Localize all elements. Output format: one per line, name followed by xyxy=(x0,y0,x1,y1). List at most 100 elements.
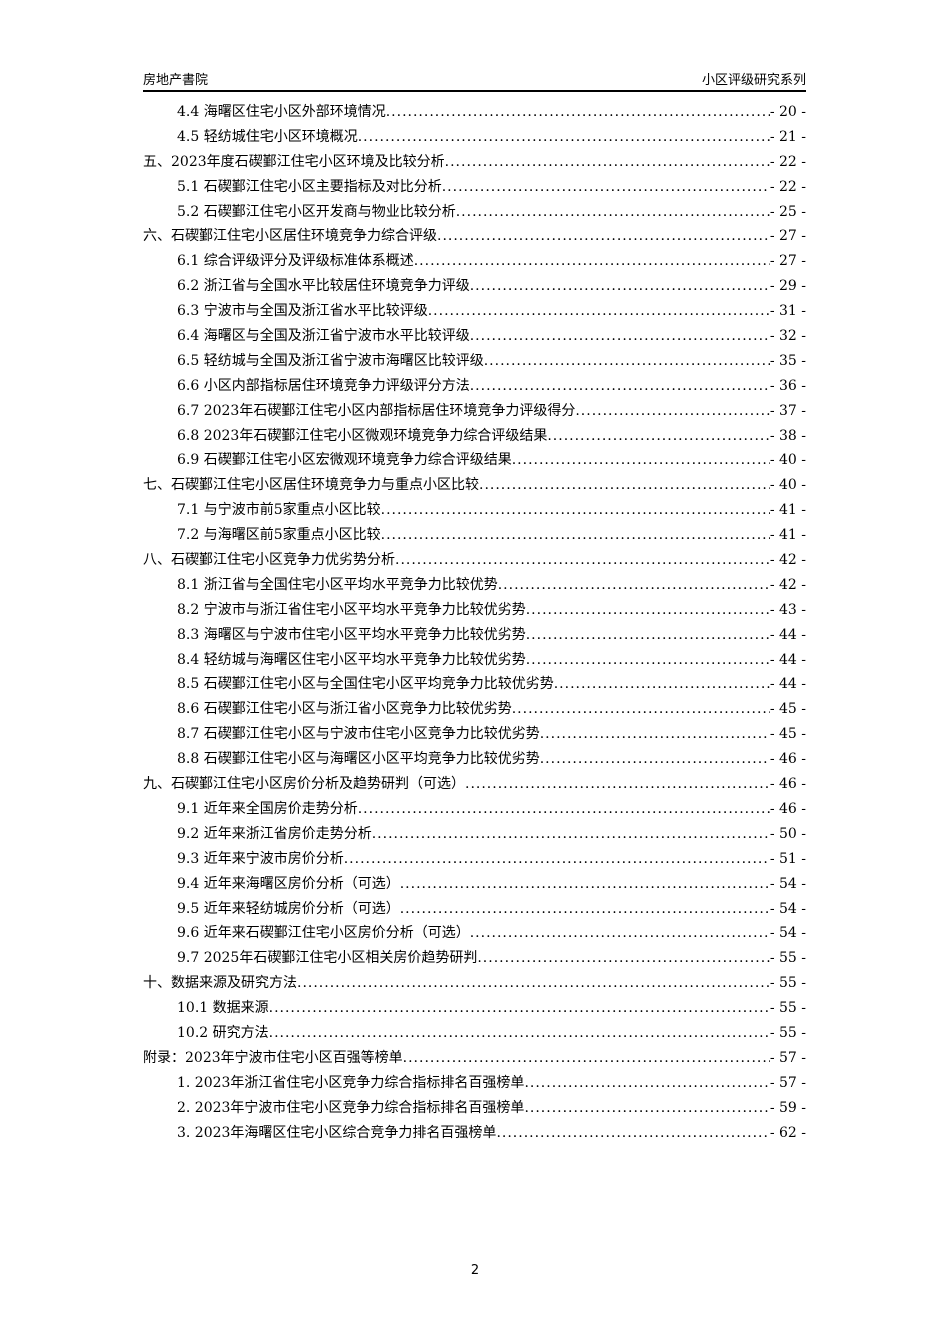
toc-leader-dots xyxy=(269,1021,770,1046)
toc-entry-title: 9.3 近年来宁波市房价分析 xyxy=(177,850,344,867)
toc-entry-page: - 51 - xyxy=(769,850,806,867)
toc-entry-page: - 27 - xyxy=(769,228,806,245)
toc-entry[interactable]: 7.1 与宁波市前5家重点小区比较 - 41 - xyxy=(143,498,806,523)
toc-entry-page: - 55 - xyxy=(769,1000,806,1017)
toc-entry[interactable]: 6.2 浙江省与全国水平比较居住环境竞争力评级 - 29 - xyxy=(143,274,806,299)
toc-leader-dots xyxy=(547,424,769,449)
toc-entry[interactable]: 8.7 石碶鄞江住宅小区与宁波市住宅小区竞争力比较优劣势 - 45 - xyxy=(143,722,806,747)
toc-entry-page: - 44 - xyxy=(769,676,806,693)
toc-entry-title: 10.1 数据来源 xyxy=(177,1000,269,1017)
toc-entry-title: 9.4 近年来海曙区房价分析（可选） xyxy=(177,875,400,892)
toc-entry-title: 10.2 研究方法 xyxy=(177,1024,269,1041)
toc-entry-title: 8.7 石碶鄞江住宅小区与宁波市住宅小区竞争力比较优劣势 xyxy=(177,726,540,743)
toc-entry[interactable]: 6.8 2023年石碶鄞江住宅小区微观环境竞争力综合评级结果 - 38 - xyxy=(143,424,806,449)
toc-entry-page: - 22 - xyxy=(769,153,806,170)
toc-entry-title: 8.5 石碶鄞江住宅小区与全国住宅小区平均竞争力比较优劣势 xyxy=(177,676,554,693)
toc-entry[interactable]: 9.1 近年来全国房价走势分析 - 46 - xyxy=(143,797,806,822)
toc-entry-page: - 37 - xyxy=(769,402,806,419)
toc-entry-title: 1. 2023年浙江省住宅小区竞争力综合指标排名百强榜单 xyxy=(177,1074,525,1091)
toc-entry[interactable]: 8.1 浙江省与全国住宅小区平均水平竞争力比较优势 - 42 - xyxy=(143,573,806,598)
toc-entry-page: - 46 - xyxy=(769,751,806,768)
toc-entry[interactable]: 8.3 海曙区与宁波市住宅小区平均水平竞争力比较优劣势 - 44 - xyxy=(143,623,806,648)
toc-entry-title: 8.1 浙江省与全国住宅小区平均水平竞争力比较优势 xyxy=(177,576,498,593)
toc-entry[interactable]: 7.2 与海曙区前5家重点小区比较 - 41 - xyxy=(143,523,806,548)
toc-entry[interactable]: 六、石碶鄞江住宅小区居住环境竞争力综合评级 - 27 - xyxy=(143,224,806,249)
toc-entry[interactable]: 附录：2023年宁波市住宅小区百强等榜单 - 57 - xyxy=(143,1046,806,1071)
toc-entry[interactable]: 9.3 近年来宁波市房价分析 - 51 - xyxy=(143,847,806,872)
toc-entry-page: - 42 - xyxy=(769,552,806,569)
toc-entry-page: - 41 - xyxy=(769,527,806,544)
toc-leader-dots xyxy=(358,125,770,150)
toc-entry-title: 9.1 近年来全国房价走势分析 xyxy=(177,800,358,817)
toc-entry[interactable]: 1. 2023年浙江省住宅小区竞争力综合指标排名百强榜单 - 57 - xyxy=(143,1071,806,1096)
toc-entry-title: 8.2 宁波市与浙江省住宅小区平均水平竞争力比较优劣势 xyxy=(177,601,526,618)
toc-entry[interactable]: 10.2 研究方法 - 55 - xyxy=(143,1021,806,1046)
toc-entry-page: - 29 - xyxy=(769,278,806,295)
toc-entry[interactable]: 6.9 石碶鄞江住宅小区宏微观环境竞争力综合评级结果 - 40 - xyxy=(143,448,806,473)
toc-entry-page: - 57 - xyxy=(769,1049,806,1066)
toc-entry[interactable]: 10.1 数据来源 - 55 - xyxy=(143,996,806,1021)
toc-entry-page: - 55 - xyxy=(769,975,806,992)
toc-leader-dots xyxy=(477,946,769,971)
toc-entry[interactable]: 3. 2023年海曙区住宅小区综合竞争力排名百强榜单 - 62 - xyxy=(143,1121,806,1146)
toc-entry[interactable]: 6.3 宁波市与全国及浙江省水平比较评级 - 31 - xyxy=(143,299,806,324)
toc-entry[interactable]: 9.4 近年来海曙区房价分析（可选） - 54 - xyxy=(143,872,806,897)
toc-entry[interactable]: 8.4 轻纺城与海曙区住宅小区平均水平竞争力比较优劣势 - 44 - xyxy=(143,648,806,673)
toc-leader-dots xyxy=(554,672,770,697)
toc-entry-title: 6.4 海曙区与全国及浙江省宁波市水平比较评级 xyxy=(177,328,470,345)
toc-entry[interactable]: 五、2023年度石碶鄞江住宅小区环境及比较分析 - 22 - xyxy=(143,150,806,175)
toc-entry-title: 7.1 与宁波市前5家重点小区比较 xyxy=(177,502,381,519)
toc-entry-page: - 32 - xyxy=(769,328,806,345)
toc-entry[interactable]: 6.7 2023年石碶鄞江住宅小区内部指标居住环境竞争力评级得分 - 37 - xyxy=(143,399,806,424)
toc-entry-page: - 20 - xyxy=(769,104,806,120)
toc-entry[interactable]: 6.4 海曙区与全国及浙江省宁波市水平比较评级 - 32 - xyxy=(143,324,806,349)
toc-entry[interactable]: 4.4 海曙区住宅小区外部环境情况 - 20 - xyxy=(143,100,806,125)
toc-entry[interactable]: 2. 2023年宁波市住宅小区竞争力综合指标排名百强榜单 - 59 - xyxy=(143,1096,806,1121)
toc-entry-title: 4.5 轻纺城住宅小区环境概况 xyxy=(177,128,358,145)
toc-entry[interactable]: 8.2 宁波市与浙江省住宅小区平均水平竞争力比较优劣势 - 43 - xyxy=(143,598,806,623)
toc-entry-title: 5.2 石碶鄞江住宅小区开发商与物业比较分析 xyxy=(177,203,456,220)
toc-entry[interactable]: 8.6 石碶鄞江住宅小区与浙江省小区竞争力比较优劣势 - 45 - xyxy=(143,697,806,722)
toc-entry[interactable]: 九、石碶鄞江住宅小区房价分析及趋势研判（可选） - 46 - xyxy=(143,772,806,797)
toc-leader-dots xyxy=(381,523,770,548)
toc-entry-page: - 35 - xyxy=(769,352,806,369)
toc-entry-title: 6.9 石碶鄞江住宅小区宏微观环境竞争力综合评级结果 xyxy=(177,452,512,469)
toc-entry[interactable]: 十、数据来源及研究方法 - 55 - xyxy=(143,971,806,996)
toc-leader-dots xyxy=(403,1046,770,1071)
toc-entry[interactable]: 七、石碶鄞江住宅小区居住环境竞争力与重点小区比较 - 40 - xyxy=(143,473,806,498)
toc-entry-page: - 40 - xyxy=(769,477,806,494)
toc-entry[interactable]: 5.2 石碶鄞江住宅小区开发商与物业比较分析 - 25 - xyxy=(143,200,806,225)
toc-entry[interactable]: 9.5 近年来轻纺城房价分析（可选） - 54 - xyxy=(143,897,806,922)
toc-entry[interactable]: 6.5 轻纺城与全国及浙江省宁波市海曙区比较评级 - 35 - xyxy=(143,349,806,374)
page-number: 2 xyxy=(470,1263,480,1278)
toc-entry-title: 6.8 2023年石碶鄞江住宅小区微观环境竞争力综合评级结果 xyxy=(177,427,548,444)
toc-leader-dots xyxy=(344,847,770,872)
toc-entry[interactable]: 9.6 近年来石碶鄞江住宅小区房价分析（可选） - 54 - xyxy=(143,921,806,946)
toc-entry[interactable]: 9.7 2025年石碶鄞江住宅小区相关房价趋势研判 - 55 - xyxy=(143,946,806,971)
toc-entry-title: 6.7 2023年石碶鄞江住宅小区内部指标居住环境竞争力评级得分 xyxy=(177,402,576,419)
toc-entry[interactable]: 8.8 石碶鄞江住宅小区与海曙区小区平均竞争力比较优劣势 - 46 - xyxy=(143,747,806,772)
toc-entry-page: - 62 - xyxy=(769,1124,806,1141)
toc-entry-page: - 44 - xyxy=(769,651,806,668)
toc-entry[interactable]: 5.1 石碶鄞江住宅小区主要指标及对比分析 - 22 - xyxy=(143,175,806,200)
toc-entry-title: 7.2 与海曙区前5家重点小区比较 xyxy=(177,527,381,544)
toc-entry-title: 附录：2023年宁波市住宅小区百强等榜单 xyxy=(143,1049,403,1066)
toc-leader-dots xyxy=(297,971,770,996)
toc-entry[interactable]: 9.2 近年来浙江省房价走势分析 - 50 - xyxy=(143,822,806,847)
toc-leader-dots xyxy=(358,797,770,822)
toc-entry[interactable]: 八、石碶鄞江住宅小区竞争力优劣势分析 - 42 - xyxy=(143,548,806,573)
toc-entry-title: 5.1 石碶鄞江住宅小区主要指标及对比分析 xyxy=(177,178,442,195)
toc-entry-page: - 46 - xyxy=(769,776,806,793)
toc-entry[interactable]: 6.1 综合评级评分及评级标准体系概述 - 27 - xyxy=(143,249,806,274)
toc-leader-dots xyxy=(470,324,770,349)
toc-entry-title: 八、石碶鄞江住宅小区竞争力优劣势分析 xyxy=(143,552,395,569)
toc-leader-dots xyxy=(381,498,770,523)
toc-entry[interactable]: 4.5 轻纺城住宅小区环境概况 - 21 - xyxy=(143,125,806,150)
toc-leader-dots xyxy=(512,448,770,473)
toc-entry[interactable]: 6.6 小区内部指标居住环境竞争力评级评分方法 - 36 - xyxy=(143,374,806,399)
toc-leader-dots xyxy=(526,623,770,648)
toc-entry-title: 4.4 海曙区住宅小区外部环境情况 xyxy=(177,104,386,120)
toc-leader-dots xyxy=(575,399,769,424)
toc-leader-dots xyxy=(470,374,770,399)
toc-entry[interactable]: 8.5 石碶鄞江住宅小区与全国住宅小区平均竞争力比较优劣势 - 44 - xyxy=(143,672,806,697)
